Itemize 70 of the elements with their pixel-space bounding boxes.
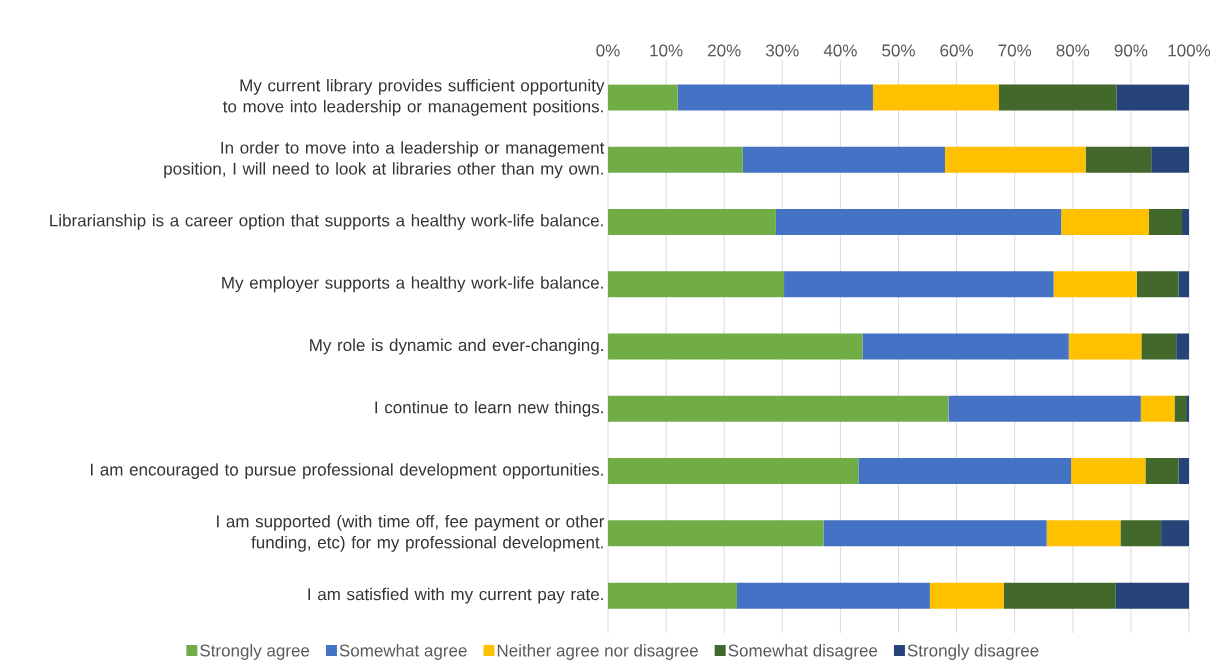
bar: [1085, 146, 1152, 173]
x-tick-label: 0%: [596, 44, 620, 57]
bar: [858, 458, 1072, 485]
bar: [872, 84, 1000, 111]
bar: [1186, 395, 1190, 422]
y-tick-label: I am supported (with time off, fee payment or other funding, etc) for my professional development.: [217, 514, 605, 552]
bar: [944, 146, 1086, 173]
y-tick-label: My current library provides sufficient opportunity to move into leadership or management positions.: [222, 78, 605, 116]
y-tick-label: I continue to learn new things.: [375, 400, 603, 417]
bar: [1140, 395, 1175, 422]
bar: [1174, 395, 1187, 422]
bar: [1003, 582, 1116, 609]
x-tick-label: 10%: [650, 44, 683, 57]
bar: [1178, 271, 1190, 298]
bar: [1120, 520, 1162, 547]
legend-label: Neither agree nor disagree: [497, 644, 698, 660]
x-tick-label: 30%: [765, 44, 799, 57]
x-tick-label: 20%: [708, 44, 741, 57]
bar: [608, 458, 859, 485]
x-tick-label: 90%: [1114, 44, 1148, 57]
bar: [1136, 271, 1179, 298]
bar: [999, 84, 1117, 111]
bar: [742, 146, 945, 173]
bar: [1145, 458, 1179, 485]
x-tick-label: 60%: [940, 44, 973, 57]
x-tick-label: 70%: [998, 44, 1032, 57]
bar: [784, 271, 1054, 298]
bar: [608, 520, 824, 547]
bar: [948, 395, 1141, 422]
bar: [677, 84, 873, 111]
bar: [608, 146, 743, 173]
bar: [775, 208, 1062, 235]
bar: [1061, 208, 1149, 235]
x-tick-label: 80%: [1056, 44, 1090, 57]
bar: [1046, 520, 1121, 547]
bar: [1053, 271, 1137, 298]
y-tick-label: My role is dynamic and ever-changing.: [310, 338, 603, 355]
bar: [736, 582, 930, 609]
bar: [1178, 458, 1190, 485]
bar: [608, 582, 737, 609]
legend-label: Somewhat disagree: [728, 644, 878, 660]
bar: [1161, 520, 1190, 547]
bar: [862, 333, 1069, 360]
legend-label: Somewhat agree: [339, 644, 467, 660]
bar: [823, 520, 1047, 547]
y-tick-label: I am satisfied with my current pay rate.: [308, 587, 603, 604]
bar: [1151, 146, 1190, 173]
bar: [1071, 458, 1146, 485]
bar: [929, 582, 1004, 609]
bar: [608, 395, 949, 422]
y-tick-label: I am encouraged to pursue professional development opportunities.: [91, 463, 603, 479]
legend-label: Strongly agree: [200, 644, 310, 660]
y-tick-label: In order to move into a leadership or management position, I will need to look at libraries other than my own.: [164, 141, 605, 179]
y-tick-label: My employer supports a healthy work-life balance.: [222, 276, 603, 293]
bar: [1141, 333, 1177, 360]
bar: [1182, 208, 1190, 235]
bar: [1068, 333, 1142, 360]
x-tick-label: 50%: [882, 44, 915, 57]
x-tick-label: 40%: [823, 44, 857, 57]
bar: [1148, 208, 1183, 235]
bar: [608, 271, 785, 298]
bar: [608, 208, 776, 235]
bar: [1115, 582, 1190, 609]
bar: [1116, 84, 1190, 111]
y-tick-label: Librarianship is a career option that supports a healthy work-life balance.: [50, 214, 603, 230]
legend-label: Strongly disagree: [907, 644, 1039, 660]
bar: [1176, 333, 1190, 360]
bar: [608, 84, 678, 111]
x-tick-label: 100%: [1168, 44, 1211, 57]
bar: [608, 333, 863, 360]
